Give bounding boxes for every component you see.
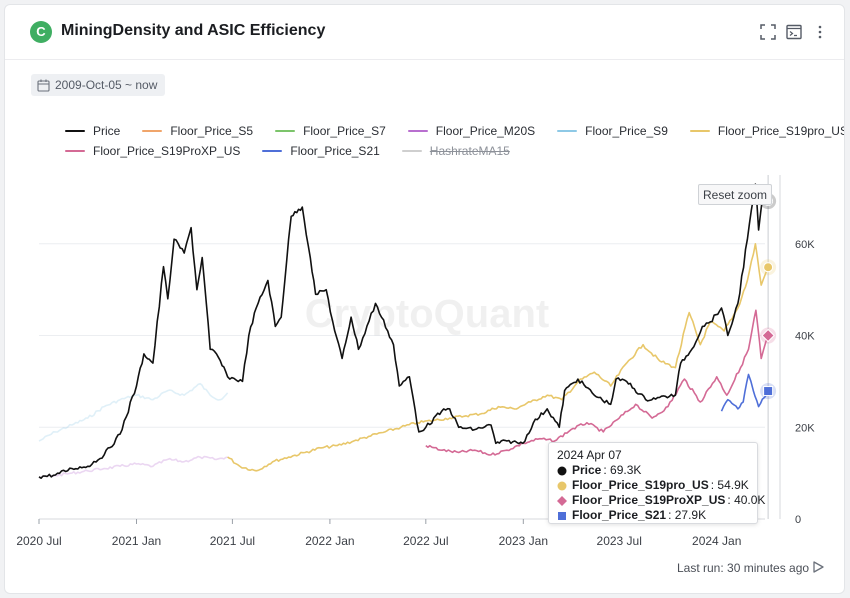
- tooltip-series-name: Price: [572, 463, 602, 477]
- chart-card: C MiningDensity and ASIC Efficiency 2009…: [4, 4, 845, 594]
- legend-item-floor-price-s5[interactable]: Floor_Price_S5: [142, 124, 253, 138]
- card-header: C MiningDensity and ASIC Efficiency: [5, 5, 844, 60]
- legend-label: Floor_Price_S7: [303, 124, 386, 138]
- run-play-icon[interactable]: [811, 560, 825, 574]
- series-line-floor-price-m20s: [38, 455, 228, 479]
- x-tick-label: 2021 Jan: [112, 534, 161, 548]
- series-line-price: [38, 183, 769, 479]
- legend-label: Floor_Price_S9: [585, 124, 668, 138]
- tooltip-series-value: : 69.3K: [603, 463, 642, 477]
- legend-label: Floor_Price_S5: [170, 124, 254, 138]
- legend-label: HashrateMA15: [429, 144, 510, 158]
- legend-item-floor-price-s9[interactable]: Floor_Price_S9: [557, 124, 668, 138]
- legend-swatch: [557, 130, 578, 132]
- tooltip-series-value: : 27.9K: [668, 508, 707, 522]
- series-line-floor-price-s19proxp-us: [425, 309, 769, 456]
- legend-item-hashratema15[interactable]: HashrateMA15: [401, 144, 510, 158]
- legend-label: Floor_Price_M20S: [435, 124, 536, 138]
- x-tick-label: 2021 Jul: [210, 534, 255, 548]
- legend-item-floor-price-s19proxp-us[interactable]: Floor_Price_S19ProXP_US: [65, 144, 240, 158]
- legend-swatch: [689, 130, 710, 132]
- x-tick-label: 2022 Jul: [403, 534, 448, 548]
- fullscreen-icon[interactable]: [759, 23, 777, 41]
- legend-row: Price Floor_Price_S5 Floor_Price_S7 Floor_P…: [65, 121, 844, 141]
- reset-zoom-button[interactable]: Reset zoom: [698, 184, 772, 205]
- chart-legend: Price Floor_Price_S5 Floor_Price_S7 Floor_P…: [65, 121, 844, 161]
- tooltip-series-name: Floor_Price_S19pro_US: [572, 478, 709, 492]
- legend-item-floor-price-m20s[interactable]: Floor_Price_M20S: [407, 124, 536, 138]
- tooltip-date: 2024 Apr 07: [557, 448, 622, 462]
- tooltip-marker-diamond: [557, 495, 567, 506]
- legend-swatch: [275, 130, 296, 132]
- tooltip-row: Price: 69.3K: [557, 463, 749, 478]
- legend-swatch: [401, 150, 422, 152]
- legend-swatch: [407, 130, 428, 132]
- y-tick-label: 20K: [795, 422, 815, 434]
- legend-label: Floor_Price_S21: [290, 144, 380, 158]
- tooltip-marker-circle: [557, 466, 567, 475]
- legend-item-floor-price-s21[interactable]: Floor_Price_S21: [262, 144, 380, 158]
- tooltip-marker-square: [558, 511, 566, 520]
- tooltip-series-name: Floor_Price_S21: [572, 508, 667, 522]
- chart-title: MiningDensity and ASIC Efficiency: [61, 22, 326, 39]
- chart-plot[interactable]: 0 20K 40K 60K 2020 Jul 2021 Jan 2021 Jul 2022 J…: [5, 5, 845, 594]
- legend-label: Floor_Price_S19pro_US: [717, 124, 845, 138]
- x-tick-label: 2020 Jul: [16, 534, 61, 548]
- y-tick-label: 0: [795, 514, 801, 526]
- tooltip-series-value: : 54.9K: [710, 478, 749, 492]
- date-range-label: 2009-Oct-05 ~ now: [55, 78, 158, 92]
- y-tick-label: 40K: [795, 331, 815, 343]
- series-line-floor-price-s19pro-us: [227, 243, 769, 472]
- last-run-label: Last run: 30 minutes ago: [677, 561, 810, 575]
- hover-point-floor-price-s19proxp-us: [761, 328, 775, 343]
- tooltip-row: Floor_Price_S19pro_US: 54.9K: [557, 478, 749, 493]
- chart-tooltip: 2024 Apr 07 Price: 69.3K Floor_Price_S19p…: [548, 442, 765, 524]
- tooltip-marker-circle: [557, 481, 567, 490]
- hover-point-floor-price-s21: [763, 386, 774, 397]
- legend-item-floor-price-s7[interactable]: Floor_Price_S7: [275, 124, 386, 138]
- tooltip-series-name: Floor_Price_S19ProXP_US: [572, 493, 726, 507]
- tooltip-row: Floor_Price_S19ProXP_US: 40.0K: [557, 493, 765, 508]
- legend-swatch: [65, 150, 85, 152]
- y-tick-label: 60K: [795, 239, 815, 251]
- more-menu-icon[interactable]: [811, 23, 829, 41]
- x-tick-label: 2023 Jan: [499, 534, 548, 548]
- tooltip-series-value: : 40.0K: [727, 493, 766, 507]
- legend-swatch: [262, 150, 283, 152]
- watermark: CryptoQuant: [305, 292, 549, 336]
- date-range-button[interactable]: 2009-Oct-05 ~ now: [31, 74, 166, 96]
- legend-row: Floor_Price_S19ProXP_US Floor_Price_S21 Ha…: [65, 141, 805, 161]
- hover-point-floor-price-s19pro-us: [763, 262, 774, 273]
- cryptoquant-logo: C: [30, 21, 52, 43]
- x-tick-label: 2022 Jan: [305, 534, 354, 548]
- series-line-floor-price-s21: [720, 373, 769, 412]
- legend-item-floor-price-s19pro-us[interactable]: Floor_Price_S19pro_US: [689, 124, 845, 138]
- x-tick-label: 2023 Jul: [597, 534, 642, 548]
- x-tick-label: 2024 Jan: [692, 534, 741, 548]
- calendar-icon: [37, 79, 50, 92]
- legend-item-price[interactable]: Price: [65, 124, 120, 138]
- legend-label: Floor_Price_S19ProXP_US: [93, 144, 241, 158]
- legend-swatch: [65, 130, 85, 132]
- legend-label: Price: [93, 124, 121, 138]
- terminal-icon[interactable]: [785, 23, 803, 41]
- legend-swatch: [142, 130, 163, 132]
- tooltip-row: Floor_Price_S21: 27.9K: [557, 508, 749, 523]
- series-line-floor-price-s9: [38, 382, 229, 442]
